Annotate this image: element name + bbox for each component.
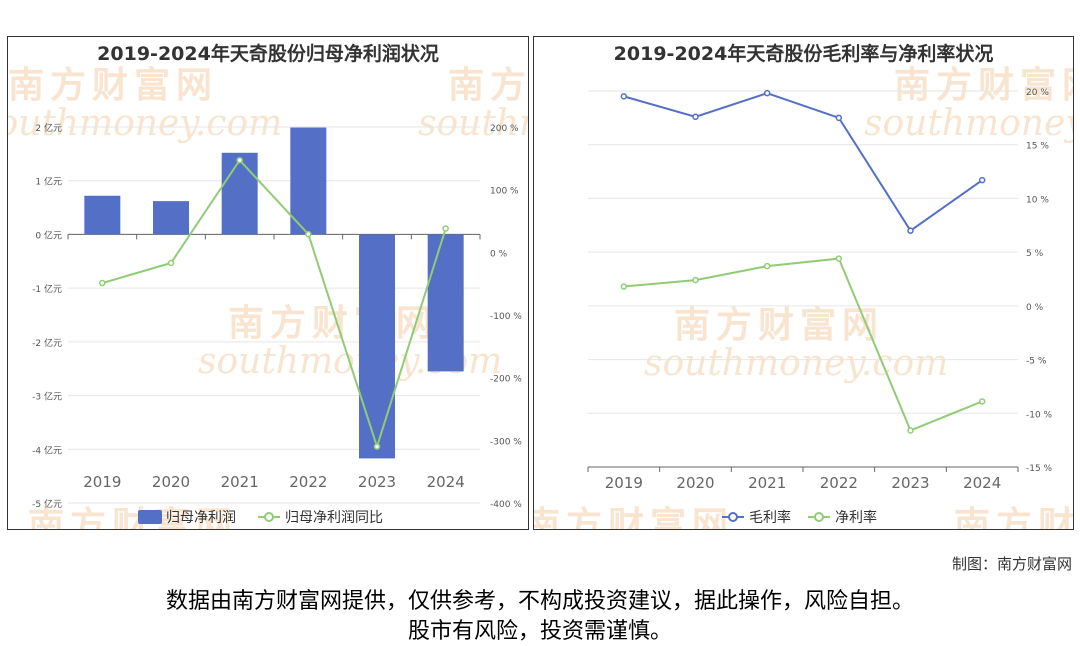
y-left-tick-label: -3 亿元 — [32, 391, 62, 403]
x-tick-label: 2021 — [748, 474, 786, 492]
bar-2023 — [359, 234, 395, 459]
y-left-tick-label: 2 亿元 — [35, 122, 62, 134]
chart-title: 2019-2024年天奇股份归母净利润状况 — [97, 43, 439, 65]
x-tick-label: 2022 — [289, 473, 327, 491]
y-left-tick-label: -5 亿元 — [32, 498, 62, 510]
watermark-text: 南方财富网 — [448, 64, 529, 106]
y-right-tick-label: -10 % — [1026, 410, 1053, 420]
point-yoy-2023 — [373, 443, 381, 450]
point-yoy-2021 — [236, 156, 243, 164]
point-series-0-2021 — [763, 89, 771, 97]
y-left-tick-label: -1 亿元 — [32, 283, 62, 295]
y-left-tick-label: 0 亿元 — [35, 229, 62, 241]
y-left-tick-label: -2 亿元 — [32, 337, 62, 349]
x-tick-label: 2021 — [221, 473, 259, 491]
y-right-tick-label: 10 % — [1026, 195, 1049, 205]
y-right-tick-label: 15 % — [1026, 142, 1049, 152]
legend-swatch-marker — [814, 512, 824, 522]
point-yoy-2022 — [305, 230, 312, 238]
watermark-text: southmoney.com — [864, 103, 1074, 144]
y-right-tick-label: 200 % — [490, 124, 519, 134]
point-yoy-2019 — [99, 279, 106, 287]
legend-label: 归母净利润 — [166, 509, 236, 526]
y-right-tick-label: -400 % — [490, 500, 522, 510]
net-profit-chart: 南方财富网southmoney.com南方财富网southmoney.com南方… — [8, 64, 529, 530]
disclaimer-line-1: 数据由南方财富网提供，仅供参考，不构成投资建议，据此操作，风险自担。 — [165, 589, 914, 614]
y-right-tick-label: 0 % — [490, 249, 508, 259]
gridlines — [588, 90, 1018, 414]
watermark-text: 南方财富网 — [228, 302, 438, 344]
y-right-tick-label: -5 % — [1026, 357, 1047, 367]
watermark-text: 南方财富网 — [534, 504, 734, 530]
bar-2020 — [153, 201, 189, 235]
y-right-tick-label: 100 % — [490, 187, 519, 197]
bar-2024 — [427, 234, 464, 372]
watermark-text: southmoney.com — [418, 103, 529, 144]
bar-2022 — [290, 127, 327, 235]
point-series-0-2019 — [620, 93, 628, 100]
x-tick-label: 2023 — [358, 473, 396, 491]
y-left-tick-label: 1 亿元 — [35, 176, 62, 188]
bar-2021 — [221, 152, 258, 235]
legend-swatch-bar — [138, 510, 162, 524]
legend-label: 归母净利润同比 — [285, 509, 383, 526]
point-series-1-2024 — [978, 398, 986, 405]
watermark-text: 南方财富网 — [674, 304, 884, 346]
chart-credit: 制图：南方财富网 — [951, 555, 1072, 573]
watermark-text: southmoney.com — [644, 343, 948, 384]
legend: 归母净利润 归母净利润同比 — [138, 509, 383, 526]
chart-panel-net-profit: 南方财富网southmoney.com南方财富网southmoney.com南方… — [7, 36, 529, 530]
watermark-text: 南方财富网 — [8, 64, 218, 106]
y-right-tick-label: 5 % — [1026, 249, 1044, 259]
watermark-text: 南方财富网 — [28, 504, 238, 530]
y-right-tick-label: -100 % — [490, 312, 522, 322]
y-left-tick-label: -4 亿元 — [32, 444, 62, 456]
x-tick-label: 2022 — [820, 474, 858, 492]
x-tick-label: 2024 — [427, 473, 465, 491]
line-series-0 — [623, 92, 983, 233]
point-series-0-2022 — [835, 114, 843, 122]
y-right-tick-label: -200 % — [490, 375, 522, 385]
y-right-tick-label: 0 % — [1026, 303, 1044, 313]
x-tick-label: 2019 — [83, 473, 121, 491]
point-series-0-2023 — [907, 227, 914, 234]
y-right-tick-label: -15 % — [1026, 464, 1053, 474]
point-series-1-2022 — [835, 255, 843, 262]
legend: 毛利率 净利率 — [722, 509, 877, 526]
point-yoy-2024 — [442, 225, 449, 232]
y-right-tick-label: 20 % — [1026, 88, 1049, 98]
x-tick-label: 2024 — [963, 474, 1001, 492]
point-series-1-2019 — [620, 283, 628, 290]
point-series-1-2020 — [692, 276, 699, 284]
line-yoy — [102, 158, 447, 450]
disclaimer-line-2: 股市有风险，投资需谨慎。 — [407, 619, 672, 644]
point-series-1-2021 — [763, 262, 771, 270]
chart-title: 2019-2024年天奇股份毛利率与净利率状况 — [613, 43, 994, 65]
chart-panel-margins: 南方财富网southmoney.com南方财富网southmoney.com南方… — [533, 36, 1074, 530]
watermark-text: 南方财富网 — [954, 504, 1074, 530]
margin-chart: 南方财富网southmoney.com南方财富网southmoney.com南方… — [534, 64, 1074, 530]
watermark-text: 南方财富网 — [894, 64, 1074, 106]
point-yoy-2020 — [167, 259, 175, 267]
legend-label: 毛利率 — [749, 509, 791, 526]
x-tick-label: 2019 — [605, 474, 643, 492]
legend-swatch-marker — [264, 512, 274, 522]
x-tick-label: 2023 — [891, 474, 929, 492]
x-tick-label: 2020 — [152, 473, 190, 491]
point-series-0-2024 — [978, 176, 986, 184]
x-tick-label: 2020 — [676, 474, 714, 492]
legend-swatch-marker — [728, 512, 738, 522]
point-series-0-2020 — [692, 113, 699, 121]
watermark-text: southmoney.com — [8, 103, 282, 144]
y-right-tick-label: -300 % — [490, 437, 522, 447]
line-series-1 — [623, 257, 983, 432]
point-series-1-2023 — [907, 427, 914, 434]
watermark-layer: 南方财富网southmoney.com南方财富网southmoney.com南方… — [534, 64, 1074, 530]
legend-label: 净利率 — [835, 509, 877, 526]
bar-2019 — [84, 195, 121, 235]
